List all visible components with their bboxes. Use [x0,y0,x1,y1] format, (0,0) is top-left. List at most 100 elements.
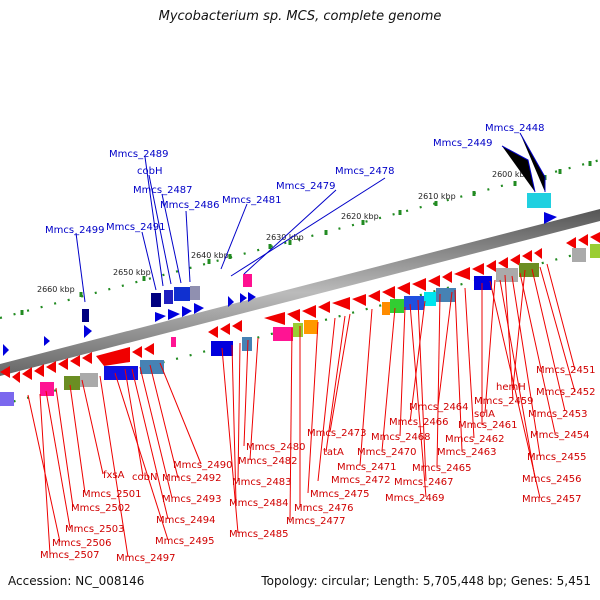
gene-arrow [46,361,56,373]
gene-block [151,293,161,307]
gene-block [572,248,586,262]
gene-label: Mmcs_2489 [109,149,169,160]
kbp-label: 2610 kbp [418,192,456,201]
gene-block [140,360,164,374]
gene-arrow [442,271,452,283]
gene-label: Mmcs_2467 [394,477,454,488]
gene-block [171,337,176,347]
gene-label: Mmcs_2502 [71,503,131,514]
gene-arrow [132,346,142,358]
gene-label: Mmcs_2494 [156,515,216,526]
gene-label: Mmcs_2453 [528,409,588,420]
gene-label: cobH [137,166,162,177]
top-leader-lines [75,132,546,303]
gene-label: Mmcs_2495 [155,536,215,547]
kbp-label: 2640 kbp [191,251,229,260]
gene-block [190,286,200,300]
gene-label: Mmcs_2470 [357,447,417,458]
gene-label: Mmcs_2507 [40,550,100,561]
gene-arrow [544,212,557,224]
gene-arrow [590,232,600,243]
gene-block [527,193,551,208]
gene-label: Mmcs_2480 [246,442,306,453]
gene-label: Mmcs_2449 [433,138,493,149]
gene-label: Mmcs_2469 [385,493,445,504]
gene-arrow [84,325,92,338]
gene-label: Mmcs_2459 [474,396,534,407]
gene-label: Mmcs_2475 [310,489,370,500]
gene-label: Mmcs_2485 [229,529,289,540]
gene-block [164,290,173,304]
gene-arrow [566,237,576,249]
gene-arrow [168,309,180,320]
gene-arrow [287,309,300,322]
gene-arrow [12,371,20,383]
gene-label: Mmcs_2454 [530,430,590,441]
gene-label: Mmcs_2473 [307,428,367,439]
gene-arrow [428,275,440,287]
gene-arrow [332,297,350,310]
gene-arrow [412,278,426,291]
reverse-gene-blocks[interactable] [0,244,600,406]
gene-label: Mmcs_2465 [412,463,472,474]
forward-gene-track[interactable] [3,193,557,356]
gene-block [0,392,14,406]
gene-arrow [248,292,256,302]
gene-block [40,382,54,396]
gene-arrow [454,267,470,280]
gene-label: Mmcs_2481 [222,195,282,206]
bottom-label-group: Mmcs_2451 Mmcs_2452 hemH Mmcs_2453 Mmcs_… [40,365,596,564]
gene-arrow [472,263,484,275]
topology-text: Topology: circular; Length: 5,705,448 bp… [261,574,591,588]
gene-label: Mmcs_2457 [522,494,582,505]
gene-block [80,373,98,387]
gene-label: Mmcs_2487 [133,185,193,196]
reverse-gene-track[interactable] [0,232,600,383]
gene-label: Mmcs_2461 [458,420,518,431]
gene-block [273,327,293,341]
gene-block [519,263,539,277]
gene-label: Mmcs_2497 [116,553,176,564]
accession-text: Accession: NC_008146 [8,574,145,588]
gene-label: Mmcs_2463 [437,447,497,458]
gene-arrow [318,301,330,313]
gene-label: Mmcs_2484 [229,498,289,509]
gene-arrow [232,320,242,332]
gene-block [404,296,424,310]
gene-block [424,292,436,306]
gene-label: Mmcs_2482 [238,456,298,467]
gene-label: fxsA [103,470,125,481]
gene-arrow [397,282,410,295]
kbp-label: 2600 kbp [492,170,530,179]
gene-block [496,268,518,282]
gene-arrow [96,347,130,366]
gene-arrow [22,367,32,380]
gene-block [82,309,89,322]
gene-arrow [578,234,588,246]
gene-arrow [58,358,68,370]
gene-label: Mmcs_2493 [162,494,222,505]
gene-label: Mmcs_2486 [160,200,220,211]
gene-arrow [44,336,50,346]
gene-label: Mmcs_2478 [335,166,395,177]
gene-arrow [228,296,234,307]
gene-label: Mmcs_2455 [527,452,587,463]
kbp-label-group: 2660 kbp 2650 kbp 2640 kbp 2630 kbp 2620… [37,170,530,294]
gene-label: cobN [132,472,157,483]
gene-block [382,302,390,315]
gene-arrow [486,260,496,272]
gene-label: Mmcs_2501 [82,489,142,500]
gene-block [293,323,303,337]
gene-arrow [510,254,520,266]
gene-block [64,376,80,390]
gene-label: Mmcs_2466 [389,417,449,428]
gene-block [174,287,190,301]
gene-arrow [182,306,192,317]
gene-label: Mmcs_2490 [173,460,233,471]
gene-arrow [144,343,154,355]
gene-label: hemH [496,382,526,393]
gene-arrow [534,248,542,259]
gene-arrow [264,312,285,325]
gene-block [243,274,252,287]
